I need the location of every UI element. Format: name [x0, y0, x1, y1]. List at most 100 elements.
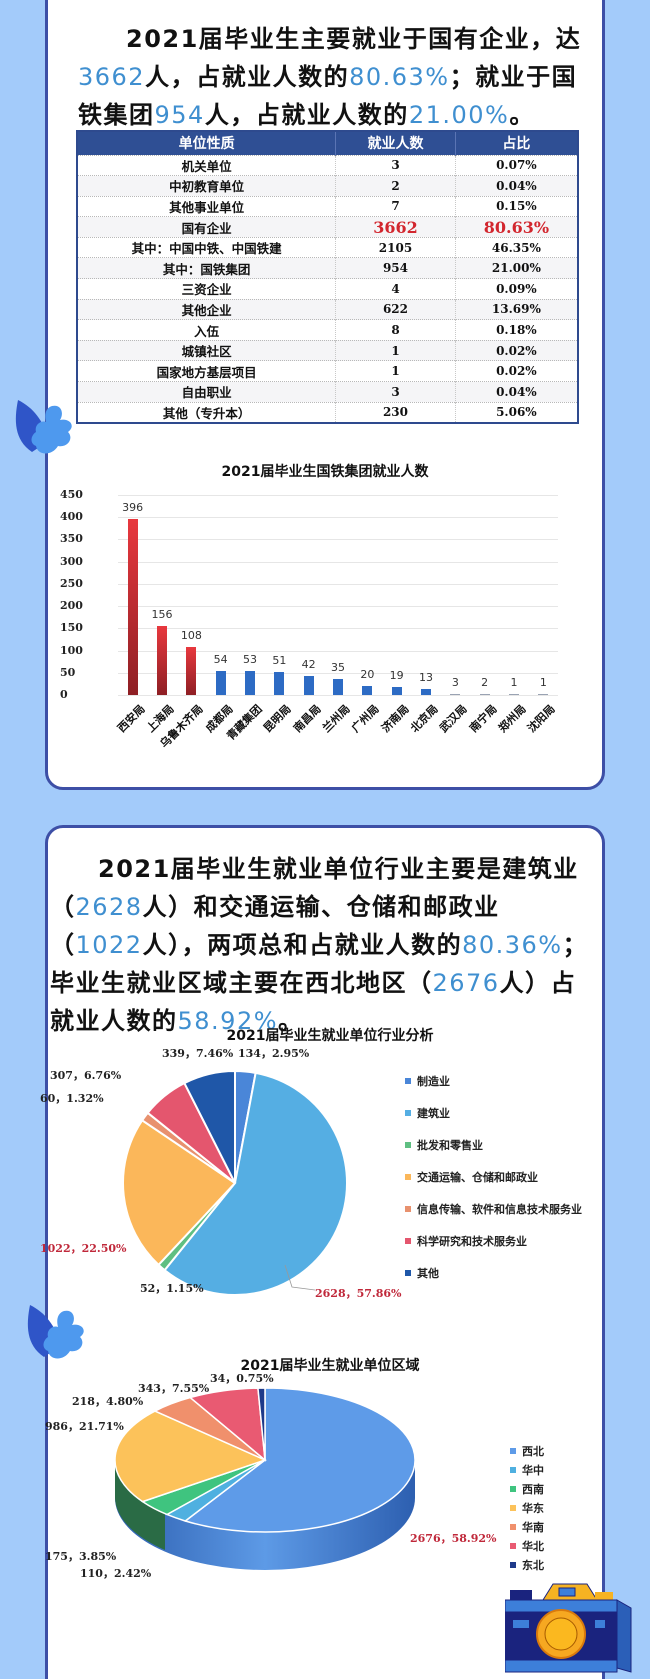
- intro-text: ；就业于国铁集团: [78, 63, 578, 129]
- pie-slice: [114, 1410, 268, 1503]
- header-pct: 占比: [455, 131, 579, 155]
- x-tick-label: 沈阳局: [525, 702, 558, 735]
- intro-text: 人）和交通运输、仓储和邮政业（: [50, 893, 500, 959]
- pie-data-label: 60，1.32%: [40, 1092, 104, 1105]
- pie-chart-region-title: 2021届毕业生就业单位区域: [240, 1358, 420, 1374]
- bar-chart-title: 2021届毕业生国铁集团就业人数: [221, 464, 429, 480]
- cell-type: 三资企业: [77, 278, 337, 300]
- gridline: [118, 583, 558, 585]
- bar-value-label: 108: [180, 629, 202, 642]
- cell-count: 2105: [335, 236, 456, 258]
- bar-value-label: 42: [301, 658, 316, 672]
- cell-count: 8: [335, 319, 456, 341]
- legend-swatch-icon: [510, 1524, 516, 1530]
- legend-item: 东北: [510, 1557, 590, 1573]
- bar-value-label: 1: [539, 675, 547, 689]
- highlight-number: 80.36%: [462, 931, 563, 959]
- table-row: 其中：国铁集团 954 21.00%: [77, 257, 579, 279]
- cell-type: 国家地方基层项目: [77, 360, 337, 382]
- highlight-number: 1022: [75, 931, 143, 959]
- pie-chart-industry-legend: 制造业 建筑业 批发和零售业 交通运输、仓储和邮政业 信息传输、软件和信息技术服务业 科学…: [405, 1073, 595, 1297]
- table-row: 中初教育单位 2 0.04%: [77, 175, 579, 197]
- legend-swatch-icon: [510, 1467, 516, 1473]
- legend-label: 西北: [522, 1445, 544, 1458]
- cell-pct: 0.15%: [455, 195, 579, 217]
- cell-type: 国有企业: [77, 216, 337, 238]
- legend-label: 其他: [417, 1267, 439, 1280]
- legend-swatch-icon: [405, 1206, 411, 1212]
- x-tick-label: 昆明局: [261, 702, 294, 735]
- legend-item: 华南: [510, 1519, 590, 1535]
- cell-pct: 46.35%: [455, 236, 579, 258]
- bar: [391, 686, 402, 695]
- legend-swatch-icon: [405, 1174, 411, 1180]
- x-tick-label: 北京局: [408, 702, 441, 735]
- intro-text: 人）占就业人数的: [50, 969, 577, 1035]
- gridline: [118, 606, 558, 608]
- pie-data-label: 175，3.85%: [45, 1550, 117, 1563]
- cell-pct: 0.02%: [455, 339, 579, 361]
- leaf-decoration-icon: [15, 400, 72, 454]
- y-tick-label: 150: [60, 621, 83, 635]
- cell-type: 其他企业: [77, 298, 337, 320]
- y-tick-label: 200: [60, 599, 83, 613]
- legend-item: 华中: [510, 1462, 590, 1478]
- bar: [245, 671, 255, 695]
- legend-label: 信息传输、软件和信息技术服务业: [417, 1203, 582, 1216]
- bar: [303, 676, 314, 695]
- cell-count: 3: [335, 381, 456, 403]
- y-tick-label: 50: [60, 665, 76, 679]
- intro-paragraph-1: 2021届毕业生主要就业于国有企业，达3662人，占就业人数的80.63%；就业…: [78, 20, 588, 134]
- employment-unit-table: 单位性质 就业人数 占比 机关单位 3 0.07% 中初教育单位 2 0.04% 其他事业单…: [76, 130, 579, 424]
- cell-type: 入伍: [77, 319, 337, 341]
- pie-slice: [183, 1069, 236, 1184]
- cell-type: 其他（专升本）: [77, 401, 337, 423]
- pie-chart-region-legend: 西北 华中 西南 华东 华南 华北 东北: [510, 1443, 590, 1576]
- bar-value-label: 19: [389, 668, 404, 682]
- table-row: 其中：中国中铁、中国铁建 2105 46.35%: [77, 236, 579, 258]
- bar: [509, 693, 519, 695]
- cell-pct: 13.69%: [455, 298, 579, 320]
- pie-data-label: 2628，57.86%: [315, 1287, 402, 1300]
- header-unit-type: 单位性质: [77, 131, 337, 155]
- bar-value-label: 20: [360, 668, 375, 682]
- bar-value-label: 396: [122, 501, 144, 514]
- bar: [215, 671, 226, 695]
- cell-count: 1: [335, 360, 456, 382]
- cell-type: 其中：中国中铁、中国铁建: [77, 236, 337, 258]
- intro-text: 。: [509, 101, 535, 129]
- bar-value-label: 1: [510, 675, 518, 689]
- x-tick-label: 武汉局: [437, 702, 470, 735]
- legend-swatch-icon: [405, 1238, 411, 1244]
- table-row: 自由职业 3 0.04%: [77, 381, 579, 403]
- pie-data-label: 52，1.15%: [140, 1282, 204, 1295]
- pie-slice: [122, 1118, 237, 1267]
- legend-swatch-icon: [510, 1505, 516, 1511]
- x-tick-label: 南昌局: [290, 702, 324, 735]
- cell-pct: 5.06%: [455, 401, 579, 423]
- legend-swatch-icon: [510, 1562, 516, 1568]
- legend-label: 西南: [522, 1483, 544, 1496]
- pie-data-label: 134，2.95%: [238, 1047, 310, 1060]
- table-row: 其他事业单位 7 0.15%: [77, 195, 579, 217]
- header-count: 就业人数: [335, 131, 456, 155]
- bar-chart-rail-group: 2021届毕业生国铁集团就业人数 0 50 100 150 200 250 300 350 40…: [60, 455, 590, 755]
- cell-pct: 0.04%: [455, 175, 579, 197]
- x-tick-label: 兰州局: [320, 702, 353, 735]
- x-tick-label: 西安局: [114, 702, 148, 735]
- legend-item: 信息传输、软件和信息技术服务业: [405, 1201, 595, 1217]
- y-tick-label: 300: [60, 554, 83, 568]
- intro-paragraph-2: 2021届毕业生就业单位行业主要是建筑业（2628人）和交通运输、仓储和邮政业（…: [50, 850, 590, 1040]
- cell-count: 2: [335, 175, 456, 197]
- legend-swatch-icon: [510, 1543, 516, 1549]
- x-tick-label: 济南局: [378, 702, 412, 735]
- legend-item: 西南: [510, 1481, 590, 1497]
- camera-decoration-icon: [505, 1583, 632, 1673]
- cell-pct: 0.02%: [455, 360, 579, 382]
- gridline: [118, 650, 558, 652]
- table-row: 入伍 8 0.18%: [77, 319, 579, 341]
- legend-label: 建筑业: [417, 1107, 450, 1120]
- bar-value-label: 35: [331, 661, 345, 675]
- legend-swatch-icon: [510, 1486, 516, 1492]
- legend-label: 华南: [522, 1521, 544, 1534]
